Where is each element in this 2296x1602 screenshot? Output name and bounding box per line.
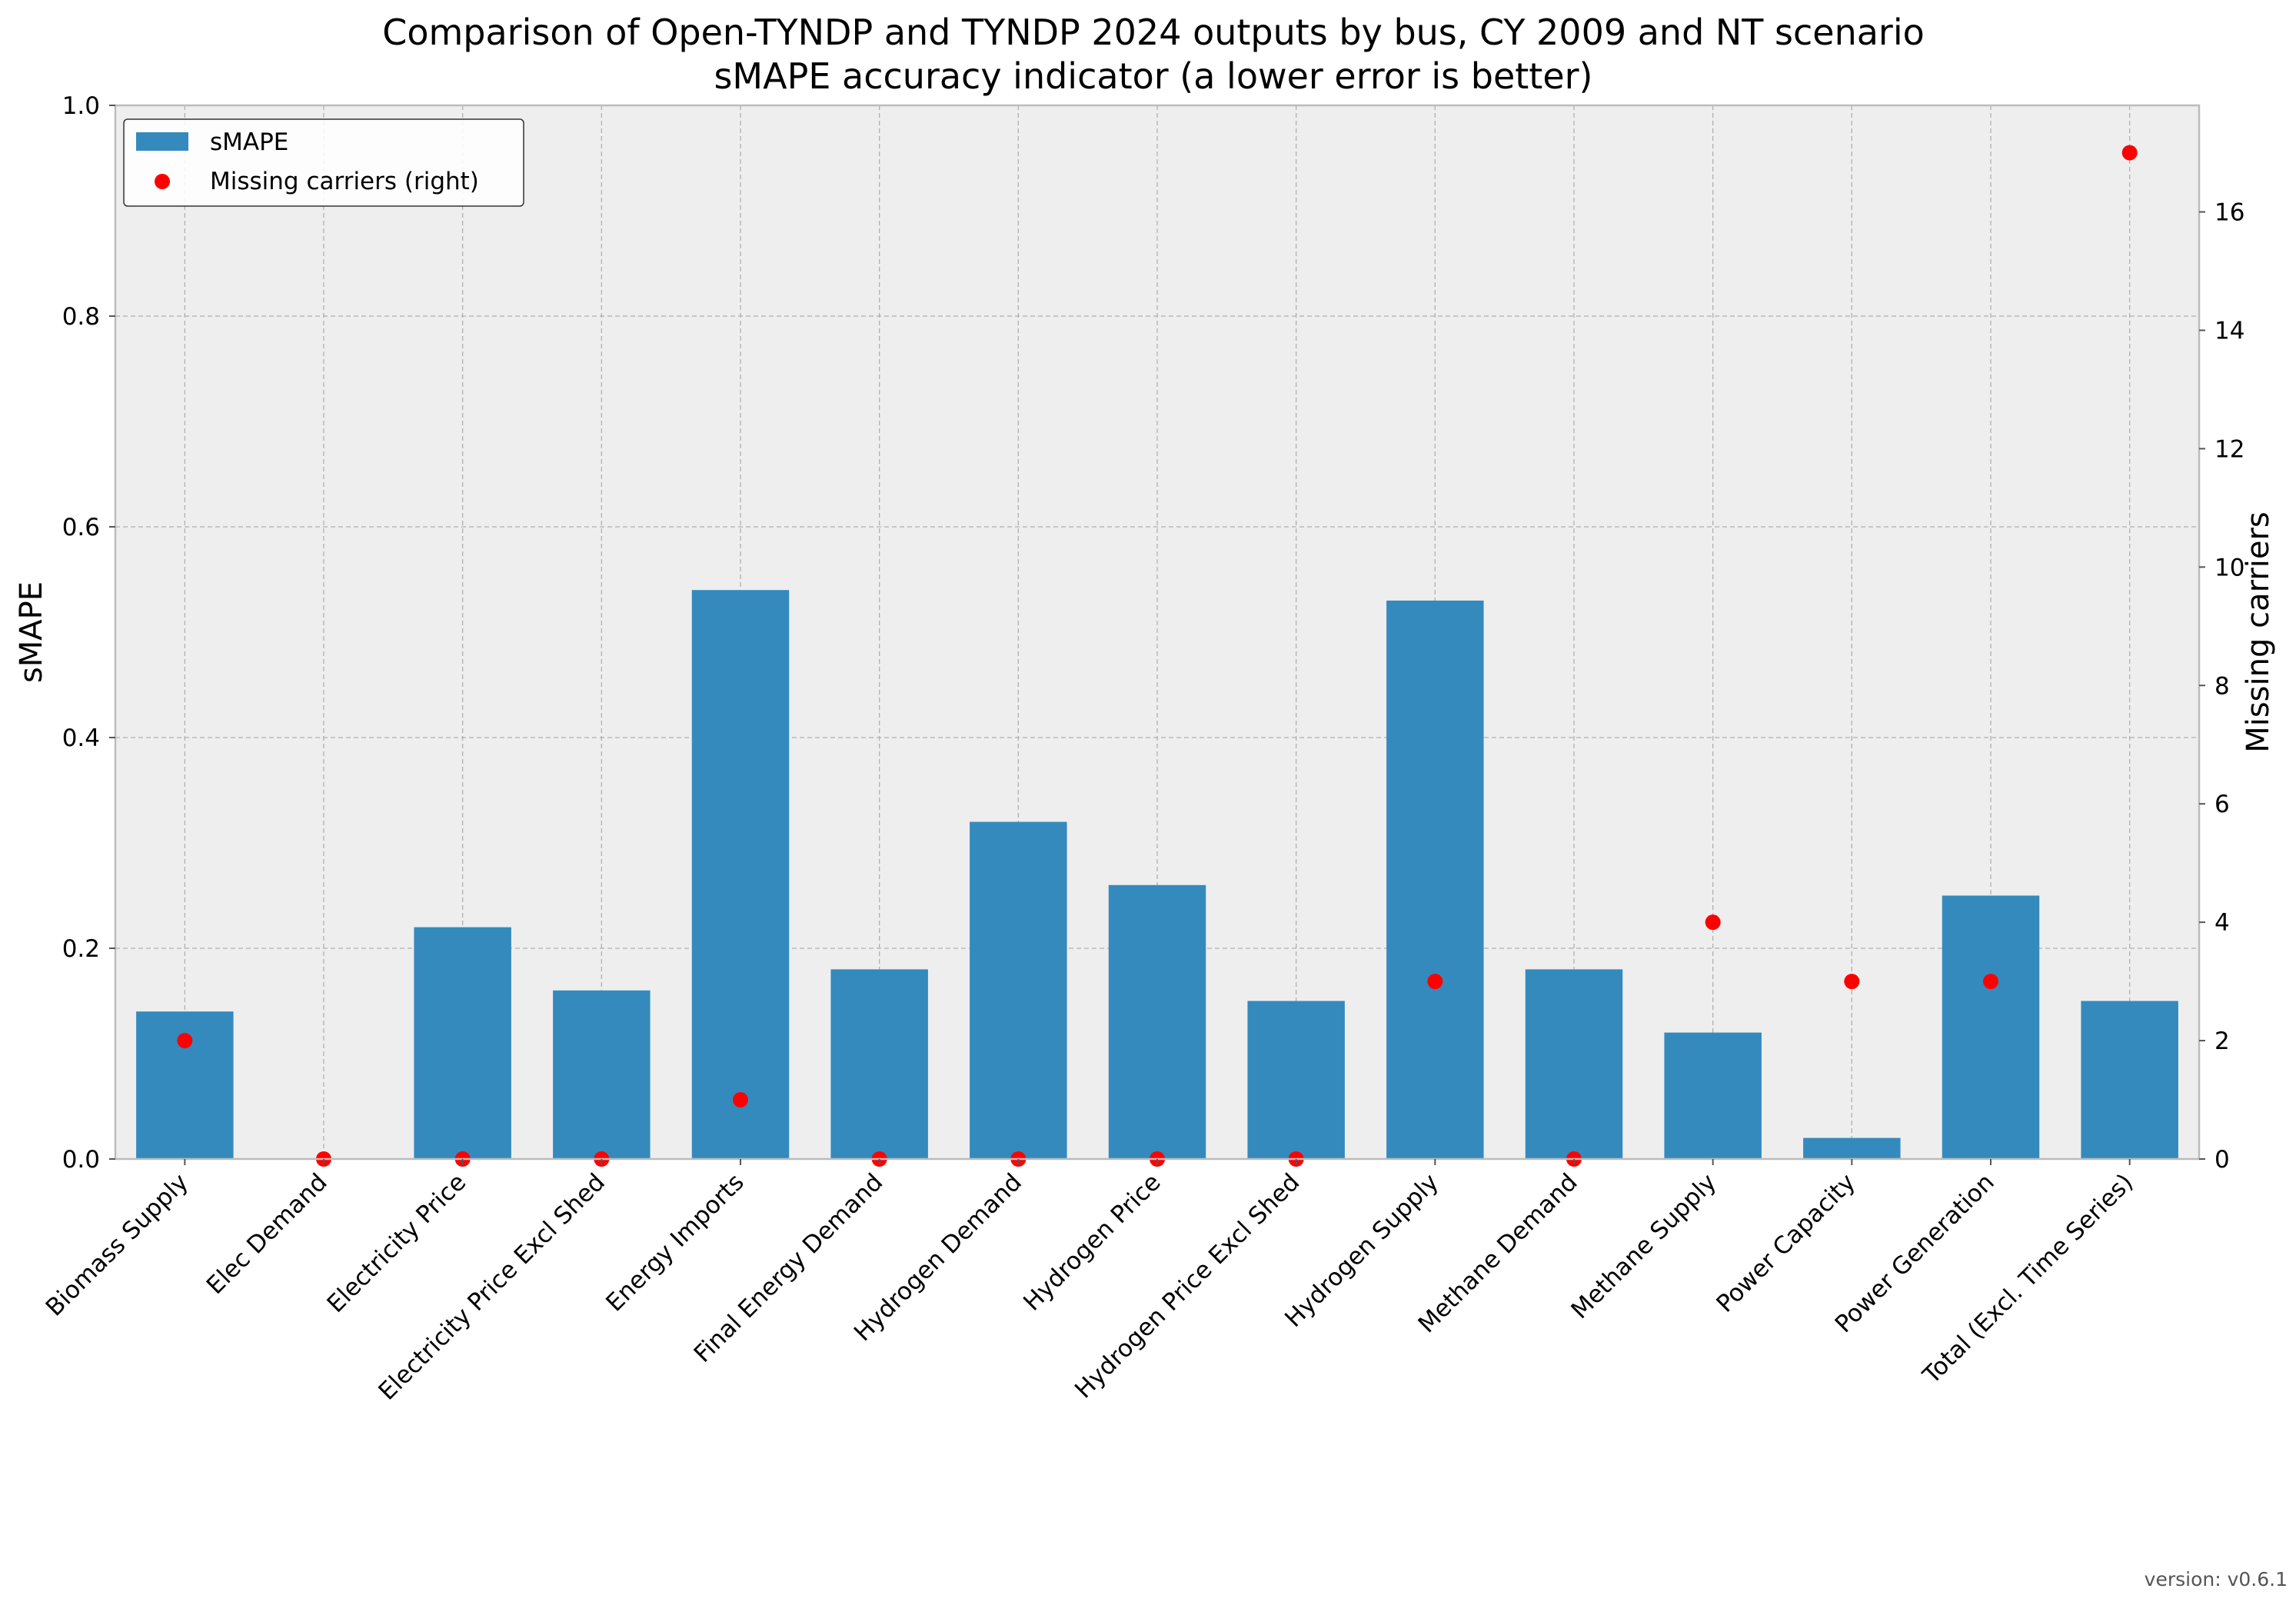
point-missing-carriers <box>733 1092 748 1108</box>
bar-smape <box>1525 969 1623 1159</box>
y2-tick-label: 4 <box>2214 909 2230 937</box>
y-tick-label: 0.4 <box>62 724 100 752</box>
point-missing-carriers <box>1983 974 1998 990</box>
y2-tick-label: 0 <box>2214 1146 2230 1174</box>
point-missing-carriers <box>1844 974 1860 990</box>
x-tick-label: Power Capacity <box>1711 1168 1860 1317</box>
bar-smape <box>2081 1001 2178 1159</box>
legend-marker-missing-carriers <box>155 174 170 189</box>
point-missing-carriers <box>177 1033 193 1049</box>
x-tick-label: Electricity Price Excl Shed <box>373 1168 611 1406</box>
y2-tick-label: 12 <box>2214 435 2244 463</box>
y-axis-label: sMAPE <box>14 581 49 683</box>
x-tick-label: Methane Supply <box>1566 1168 1722 1324</box>
y-tick-label: 0.8 <box>62 303 100 331</box>
bar-smape <box>1803 1137 1901 1159</box>
point-missing-carriers <box>1705 914 1721 931</box>
bar-smape <box>830 969 928 1159</box>
y2-tick-label: 8 <box>2214 672 2230 700</box>
point-missing-carriers <box>2121 145 2138 161</box>
chart-title: Comparison of Open-TYNDP and TYNDP 2024 … <box>382 12 1925 53</box>
y-tick-label: 0.2 <box>62 935 100 963</box>
x-tick-label: Hydrogen Supply <box>1279 1168 1444 1333</box>
bar-smape <box>1664 1032 1762 1159</box>
bar-smape <box>1386 600 1484 1159</box>
bar-smape <box>970 821 1067 1159</box>
x-tick-label: Energy Imports <box>601 1168 749 1317</box>
x-tick-label: Hydrogen Price <box>1018 1168 1166 1317</box>
point-missing-carriers <box>1427 974 1443 990</box>
y2-tick-label: 2 <box>2214 1027 2230 1055</box>
legend-label-missing-carriers: Missing carriers (right) <box>210 168 479 195</box>
x-tick-label: Biomass Supply <box>41 1168 194 1321</box>
chart-subtitle: sMAPE accuracy indicator (a lower error … <box>714 55 1592 97</box>
bar-smape <box>414 927 511 1159</box>
y2-axis-label: Missing carriers <box>2241 511 2276 753</box>
y2-tick-label: 16 <box>2214 199 2244 227</box>
y2-tick-label: 10 <box>2214 554 2244 581</box>
x-tick-label: Hydrogen Price Excl Shed <box>1070 1168 1305 1404</box>
bar-smape <box>1108 884 1206 1159</box>
x-tick-label: Methane Demand <box>1413 1168 1583 1338</box>
y2-tick-label: 14 <box>2214 317 2244 345</box>
legend-label-smape: sMAPE <box>210 128 288 156</box>
legend-box <box>123 118 524 207</box>
legend-swatch-smape <box>136 132 188 151</box>
legend: sMAPE Missing carriers (right) <box>123 118 524 207</box>
bar-smape <box>1942 895 2040 1159</box>
y2-tick-label: 6 <box>2214 791 2230 818</box>
version-label: version: v0.6.1 <box>2145 1568 2288 1590</box>
x-tick-label: Elec Demand <box>201 1168 333 1300</box>
bar-smape <box>553 990 651 1159</box>
bar-smape <box>691 590 790 1159</box>
y-tick-label: 0.6 <box>62 514 100 541</box>
y-tick-label: 1.0 <box>62 92 100 120</box>
bar-smape <box>1247 1001 1345 1159</box>
y-tick-label: 0.0 <box>62 1146 100 1174</box>
x-tick-label: Electricity Price <box>322 1168 472 1318</box>
